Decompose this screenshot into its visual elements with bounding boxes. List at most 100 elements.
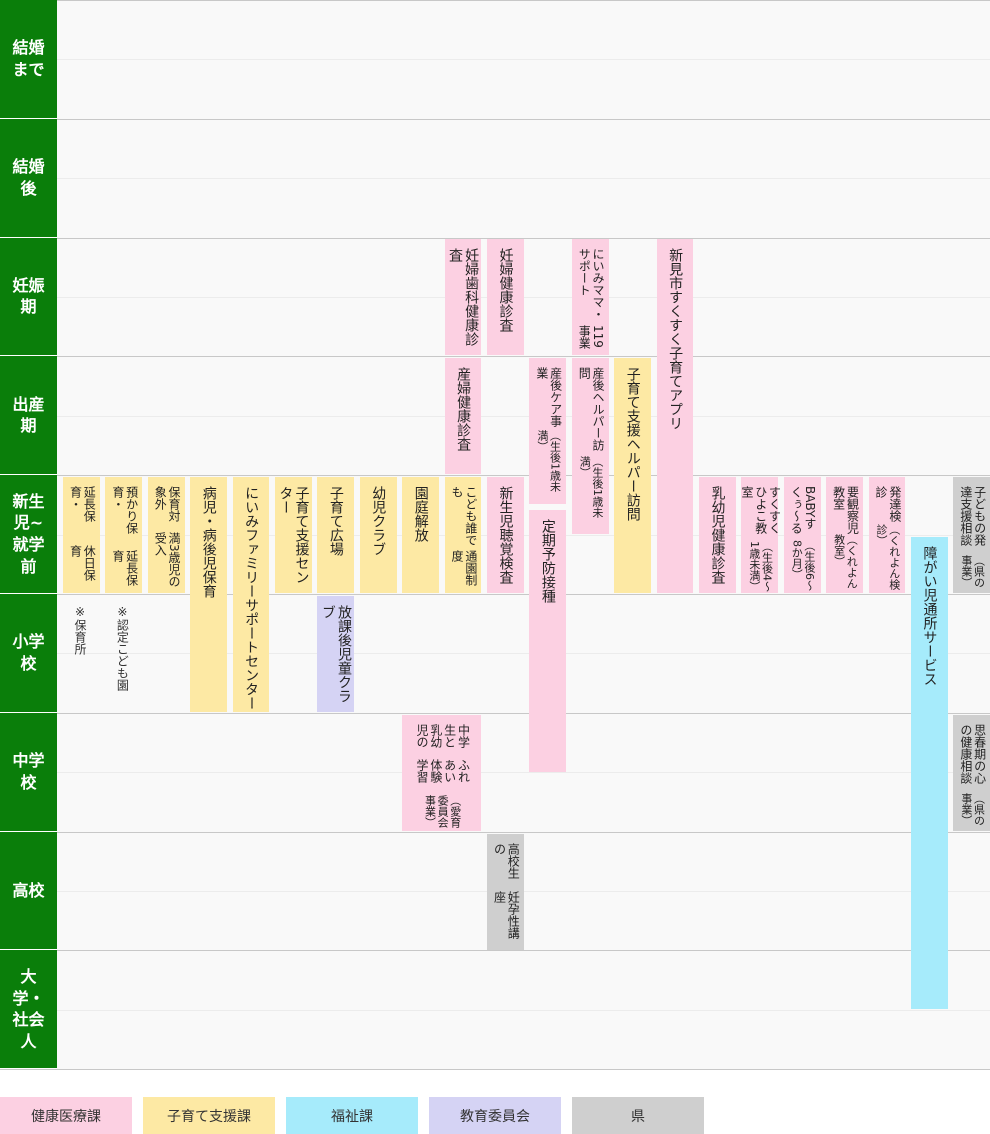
stage-label: 高校 [12, 880, 45, 900]
stage-label: 小学校 [12, 632, 45, 673]
row-divider [57, 772, 990, 774]
service-box: 高校生の 妊孕性講座 [487, 834, 524, 950]
service-text: 放課後児童クラブ [319, 605, 352, 703]
service-text: 子育て広場 [327, 486, 344, 556]
service-box: こども誰でも通園制度 [444, 477, 482, 593]
service-box: BABYすくぅ～る （生後6～8か月） [783, 477, 821, 593]
stage-cell: 新生児~就学前 [0, 475, 57, 594]
service-box: 子育て支援センター [275, 477, 312, 593]
legend-item: 健康医療課 [0, 1097, 132, 1134]
service-text: 定期予防接種 [539, 519, 556, 603]
service-text: （県の事業） [959, 555, 986, 589]
service-text: 新見市すくすく子育てアプリ [667, 248, 684, 430]
stage-cell: 小学校 [0, 594, 57, 713]
stage-label: 中学校 [12, 751, 45, 792]
service-box: 産婦健康診査 [444, 358, 482, 474]
service-box: 新見市すくすく子育てアプリ [656, 239, 694, 593]
service-text: 乳幼児健康診査 [709, 486, 726, 584]
service-text: すくすくひよこ教室 [739, 486, 782, 534]
stage-cell: 出産期 [0, 356, 57, 476]
service-text: （くれよん教室） [832, 534, 859, 590]
service-box: 預かり保育・延長保育 [105, 477, 143, 593]
service-box: 放課後児童クラブ [317, 596, 355, 712]
legend-item: 子育て支援課 [143, 1097, 275, 1134]
service-text: 119事業 [577, 324, 606, 349]
service-text: （県の事業） [959, 793, 986, 827]
service-box: 妊婦健康診査 [487, 239, 524, 355]
service-box: 乳幼児健康診査 [699, 477, 736, 593]
service-text: （愛育委員会事業） [423, 794, 462, 828]
service-box: 産後ヘルパー訪問 （生後1歳未満） [571, 358, 609, 534]
service-box: 病児・病後児保育 [190, 477, 228, 712]
service-box: 中学生と乳幼児の ふれあい体験学習 （愛育委員会事業） [402, 715, 482, 831]
service-text: 子育て支援センター [277, 486, 310, 584]
service-text: ふれあい体験学習 [415, 759, 471, 784]
service-box: 妊婦歯科健康診査 [444, 239, 482, 355]
service-text: 延長保育 [110, 550, 139, 587]
stage-row [0, 950, 990, 1070]
service-text: 妊婦歯科健康診査 [447, 248, 480, 346]
service-text: 保育対象外 [153, 486, 182, 522]
note: ※認定こども園 [115, 605, 130, 691]
service-text: 妊孕性講座 [492, 890, 521, 939]
service-text: 子どもの発達支援相談 [958, 486, 987, 546]
legend-item: 県 [572, 1097, 704, 1134]
row-divider [57, 178, 990, 180]
service-box: 産後ケア事業 （生後1歳未満） [529, 358, 567, 504]
service-box: 子どもの発達支援相談 （県の事業） [953, 477, 990, 593]
stage-cell: 妊娠期 [0, 237, 57, 357]
service-box: にいみママ・サポート 119事業 [571, 239, 609, 355]
service-box: にいみファミリーサポートセンター [232, 477, 270, 712]
stage-label: 結婚後 [12, 157, 45, 198]
service-box: 幼児クラブ [359, 477, 397, 593]
stage-row [0, 356, 990, 476]
service-text: （生後1歳未満） [535, 430, 562, 493]
service-text: 思春期の心の健康相談 [958, 724, 987, 784]
service-text: 子育て支援ヘルパー訪問 [624, 367, 641, 521]
service-text: 幼児クラブ [370, 486, 387, 556]
service-text: 休日保育 [68, 545, 97, 582]
stage-label: 新生児~就学前 [12, 491, 45, 576]
service-box: 思春期の心の健康相談 （県の事業） [953, 715, 990, 831]
service-box: 保育対象外 満3歳児の受入 [147, 477, 185, 593]
service-text: 産後ヘルパー訪問 [577, 367, 606, 451]
service-box: 子育て広場 [317, 477, 355, 593]
service-box: 要観察児教室 （くれよん教室） [826, 477, 864, 593]
stage-label: 大学・社会人 [12, 967, 45, 1051]
service-text: BABYすくぅ～る [789, 486, 818, 534]
stage-cell: 中学校 [0, 712, 57, 832]
service-box: 新生児聴覚検査 [487, 477, 524, 593]
stage-label: 妊娠期 [12, 275, 45, 317]
row-divider [57, 415, 990, 417]
service-text: 新生児聴覚検査 [497, 486, 514, 584]
service-text: にいみファミリーサポートセンター [243, 486, 260, 710]
service-text: （生後6～8か月） [790, 539, 816, 591]
service-text: 産婦健康診査 [455, 367, 472, 451]
service-box: 延長保育・ 休日保育 [63, 477, 100, 593]
service-text: 預かり保育・ [110, 486, 139, 534]
service-box: 定期予防接種 [529, 510, 567, 772]
legend-item: 教育委員会 [429, 1097, 561, 1134]
row-divider [57, 653, 990, 655]
service-text: 妊婦健康診査 [497, 248, 514, 332]
service-box: 子育て支援ヘルパー訪問 [614, 358, 652, 593]
service-text: （くれよん検診） [875, 523, 901, 590]
service-box: すくすくひよこ教室 （生後4～1歳未満） [739, 477, 782, 593]
service-text: 中学生と乳幼児の [415, 724, 471, 748]
service-text: にいみママ・サポート [577, 248, 606, 320]
service-text: 病児・病後児保育 [200, 486, 217, 598]
service-text: 産後ケア事業 [534, 367, 563, 427]
row-divider [57, 59, 990, 61]
note: ※保育所 [73, 605, 87, 655]
stage-row-end [0, 1069, 990, 1071]
service-text: （生後4～1歳未満） [747, 541, 774, 593]
row-divider [57, 1009, 990, 1011]
service-box: 障がい児通所サービス [911, 537, 948, 1009]
service-text: 発達検診 [874, 486, 902, 522]
service-text: 通園制度 [450, 550, 478, 587]
stage-cell: 大学・社会人 [0, 950, 57, 1070]
stage-cell: 結婚後 [0, 118, 57, 238]
service-text: こども誰でも [450, 486, 478, 546]
service-text: 高校生の [492, 843, 521, 879]
